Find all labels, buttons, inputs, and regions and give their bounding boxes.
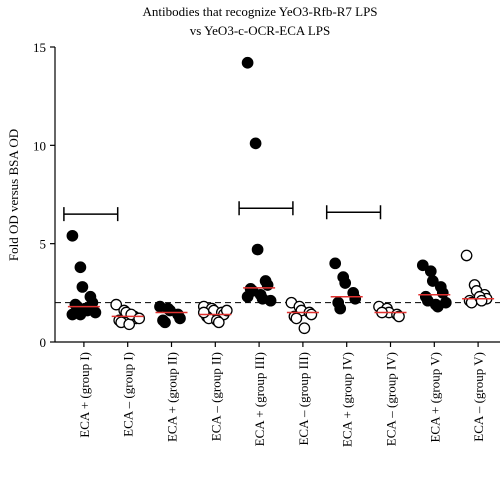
chart-title-line: Antibodies that recognize YeO3-Rfb-R7 LP…	[142, 4, 377, 19]
data-point	[439, 296, 452, 309]
x-tick-label: ECA + (group III)	[252, 352, 267, 446]
data-point	[76, 281, 89, 293]
data-point	[241, 290, 254, 303]
significance-bracket	[325, 205, 382, 220]
x-tick-label: ECA – (group II)	[208, 352, 223, 441]
x-tick-label: ECA + (group V)	[427, 352, 442, 443]
y-tick-label: 10	[33, 138, 46, 153]
data-point	[123, 318, 136, 331]
data-point	[305, 308, 318, 321]
data-point	[212, 316, 225, 329]
data-point	[393, 310, 405, 323]
data-point	[197, 306, 210, 319]
x-tick-label: ECA – (group I)	[121, 352, 136, 437]
data-point	[349, 292, 362, 305]
significance-bracket	[238, 201, 294, 216]
x-tick-label: ECA – (group III)	[296, 352, 311, 446]
data-point	[436, 286, 449, 299]
data-point	[424, 265, 437, 278]
data-point	[249, 137, 262, 150]
data-point	[66, 229, 79, 242]
y-axis-label: Fold OD versus BSA OD	[6, 129, 21, 261]
x-tick-label: ECA + (group IV)	[340, 352, 355, 447]
data-point	[133, 312, 146, 325]
data-point	[426, 275, 439, 287]
data-point	[220, 304, 233, 317]
data-point	[110, 298, 123, 311]
significance-bracket	[63, 207, 119, 222]
y-tick-label: 5	[40, 237, 47, 252]
y-tick-label: 0	[40, 335, 47, 350]
x-tick-label: ECA + (group I)	[77, 352, 92, 438]
data-point	[290, 312, 303, 325]
data-point	[174, 312, 186, 325]
data-point	[251, 243, 264, 256]
data-point	[76, 304, 89, 317]
x-tick-label: ECA + (group II)	[165, 352, 180, 442]
data-point	[74, 261, 87, 274]
y-tick-label: 15	[33, 40, 46, 55]
data-point	[241, 56, 254, 69]
data-point	[334, 302, 347, 315]
data-point	[475, 294, 488, 307]
data-point	[339, 277, 352, 289]
data-point	[460, 249, 473, 262]
chart-title-line: vs YeO3-c-OCR-ECA LPS	[190, 23, 331, 38]
x-tick-label: ECA – (group V)	[471, 352, 486, 442]
data-point	[298, 322, 311, 335]
data-point	[329, 257, 342, 270]
data-point	[264, 294, 277, 307]
data-point	[89, 306, 102, 319]
x-tick-label: ECA – (group IV)	[384, 352, 399, 446]
data-point	[159, 316, 171, 329]
data-point	[416, 259, 429, 272]
